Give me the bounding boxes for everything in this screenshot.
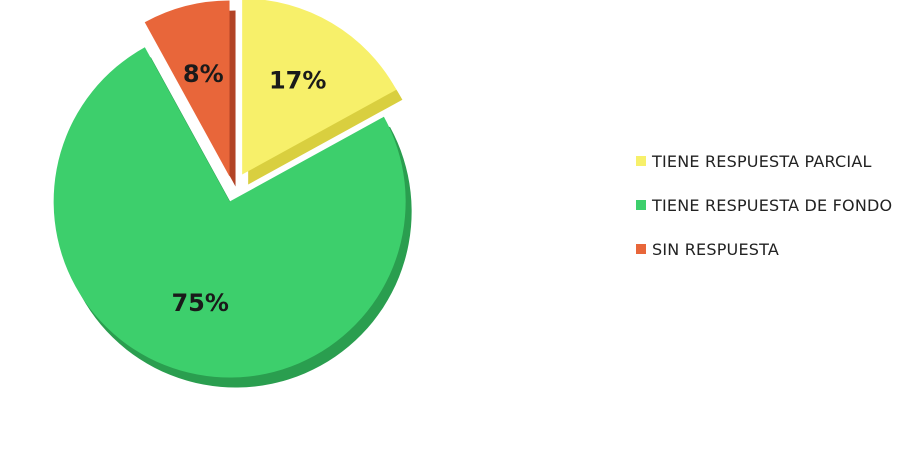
pie-slice-fondo [53,47,406,378]
data-label-sin-respuesta: 8% [183,60,224,88]
data-label-parcial: 17% [269,67,326,95]
legend-swatch-fondo [636,200,646,210]
legend-item-sin-respuesta: SIN RESPUESTA [636,239,906,260]
legend-label-fondo: TIENE RESPUESTA DE FONDO [652,196,893,215]
legend-label-sin-respuesta: SIN RESPUESTA [652,240,780,259]
legend-item-fondo: TIENE RESPUESTA DE FONDO [636,195,906,216]
pie-slice-sin-respuesta [144,0,230,177]
legend-item-parcial: TIENE RESPUESTA PARCIAL [636,151,906,172]
legend-swatch-parcial [636,156,646,166]
data-label-fondo: 75% [171,289,228,317]
legend-label-parcial: TIENE RESPUESTA PARCIAL [652,152,872,171]
chart-legend: TIENE RESPUESTA PARCIAL TIENE RESPUESTA D… [636,151,906,283]
pie-slice-parcial [242,0,397,175]
legend-swatch-sin-respuesta [636,244,646,254]
